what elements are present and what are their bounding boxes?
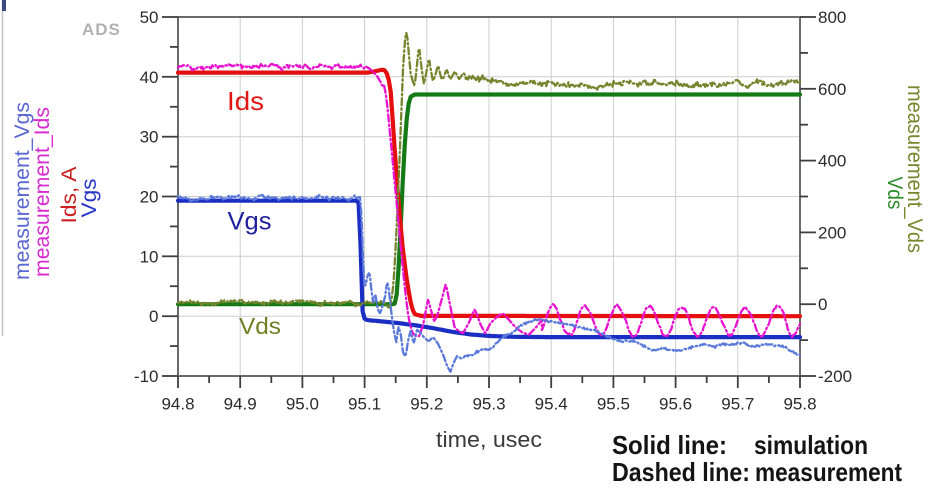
svg-text:95.6: 95.6 (659, 395, 692, 414)
svg-text:Vds: Vds (883, 177, 906, 210)
svg-text:95.3: 95.3 (472, 395, 505, 414)
svg-text:-10: -10 (134, 367, 159, 386)
svg-text:Vgs: Vgs (228, 208, 272, 236)
svg-text:Dashed line:: Dashed line: (612, 457, 750, 487)
svg-text:95.0: 95.0 (286, 395, 319, 414)
svg-text:95.2: 95.2 (410, 395, 443, 414)
svg-text:Vds: Vds (239, 313, 281, 339)
svg-text:800: 800 (818, 8, 846, 27)
svg-text:-200: -200 (818, 367, 852, 386)
svg-text:Ids, A: Ids, A (58, 167, 81, 224)
svg-text:95.1: 95.1 (348, 395, 381, 414)
svg-text:94.8: 94.8 (161, 395, 194, 414)
svg-text:95.5: 95.5 (597, 395, 630, 414)
svg-text:40: 40 (140, 68, 159, 87)
svg-text:600: 600 (818, 80, 846, 99)
svg-text:time, usec: time, usec (436, 427, 542, 452)
svg-text:measurement_Ids: measurement_Ids (31, 107, 54, 277)
svg-text:0: 0 (818, 295, 827, 314)
svg-text:0: 0 (149, 307, 158, 326)
svg-text:400: 400 (818, 152, 846, 171)
svg-text:Ids: Ids (227, 86, 264, 116)
svg-text:Solid line:: Solid line: (612, 430, 727, 460)
svg-text:200: 200 (818, 223, 846, 242)
svg-text:Vgs: Vgs (78, 179, 101, 218)
svg-text:10: 10 (140, 247, 159, 266)
svg-text:95.8: 95.8 (783, 395, 816, 414)
svg-text:95.7: 95.7 (721, 395, 754, 414)
svg-text:measurement_Vgs: measurement_Vgs (11, 102, 34, 280)
svg-text:measurement: measurement (755, 457, 902, 487)
svg-text:simulation: simulation (754, 430, 868, 460)
svg-text:ADS: ADS (82, 20, 121, 39)
svg-text:20: 20 (140, 188, 159, 207)
svg-text:95.4: 95.4 (535, 395, 568, 414)
svg-text:30: 30 (140, 128, 159, 147)
svg-text:measurement_Vds: measurement_Vds (903, 85, 926, 253)
svg-text:50: 50 (140, 8, 159, 27)
svg-text:94.9: 94.9 (224, 395, 257, 414)
